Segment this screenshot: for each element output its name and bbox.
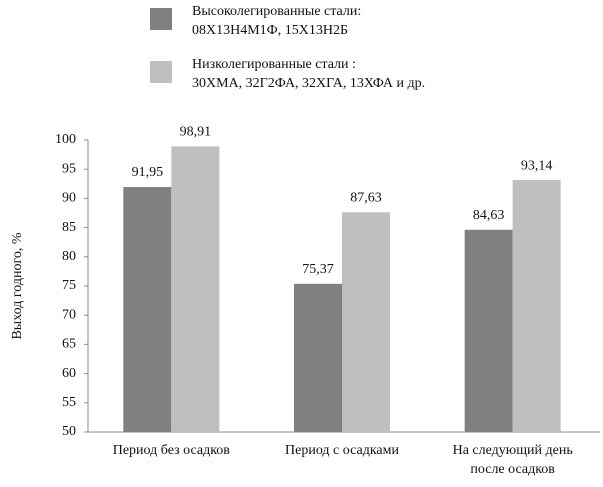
legend-swatch	[150, 8, 172, 30]
bar	[342, 212, 390, 432]
bar	[171, 146, 220, 432]
y-tick-label: 75	[62, 278, 76, 293]
x-tick-label: Период с осадками	[285, 443, 399, 458]
bar	[464, 229, 513, 432]
x-tick-label: Период без осадков	[112, 443, 230, 458]
y-tick-label: 50	[62, 424, 76, 439]
y-tick-label: 85	[62, 220, 76, 235]
y-tick-label: 80	[62, 249, 76, 264]
y-tick-label: 100	[55, 132, 76, 147]
y-tick-label: 55	[62, 395, 76, 410]
value-label: 75,37	[302, 262, 334, 277]
x-tick-label: На следующий день после осадков	[452, 443, 573, 477]
y-tick-label: 90	[62, 191, 76, 206]
legend-swatch	[150, 61, 172, 83]
bar	[294, 283, 342, 432]
value-label: 91,95	[132, 165, 164, 180]
bar	[123, 187, 172, 432]
bar	[512, 180, 561, 432]
y-tick-label: 70	[62, 307, 76, 322]
y-tick-label: 95	[62, 161, 76, 176]
value-label: 84,63	[473, 208, 505, 223]
y-tick-label: 60	[62, 366, 76, 381]
y-axis-label: Выход годного, %	[10, 232, 25, 339]
y-tick-label: 65	[62, 337, 76, 352]
legend-label: Низколегированные стали : 30ХМА, 32Г2ФА,…	[192, 57, 426, 91]
value-label: 87,63	[350, 190, 382, 205]
legend-label: Высоколегированные стали: 08Х13Н4М1Ф, 15…	[192, 4, 362, 38]
value-label: 93,14	[521, 158, 553, 173]
value-label: 98,91	[180, 125, 212, 140]
